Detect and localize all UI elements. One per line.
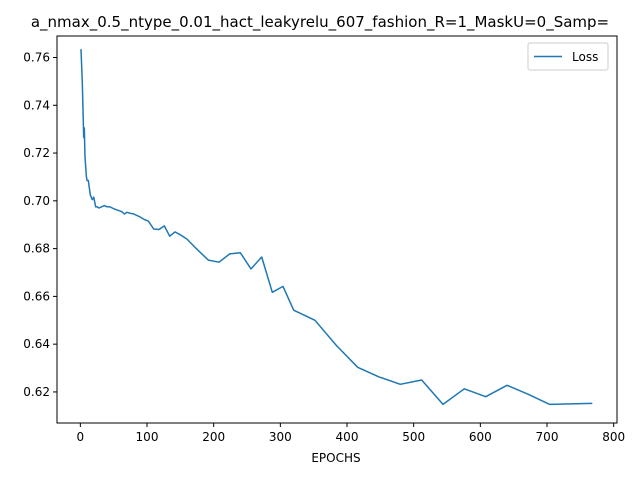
plot-frame xyxy=(56,35,618,424)
series-line-loss xyxy=(80,49,593,406)
x-tick-label: 800 xyxy=(602,430,625,444)
y-tick-label: 0.72 xyxy=(23,146,50,160)
y-tick-label: 0.66 xyxy=(23,289,50,303)
x-tick-label: 400 xyxy=(336,430,359,444)
x-tick-label: 500 xyxy=(402,430,425,444)
y-tick-label: 0.76 xyxy=(23,51,50,65)
legend-frame xyxy=(527,42,609,71)
y-tick-label: 0.70 xyxy=(23,194,50,208)
y-tick-label: 0.62 xyxy=(23,385,50,399)
plot-area xyxy=(56,35,618,424)
x-tick-label: 700 xyxy=(536,430,559,444)
legend-label-loss: Loss xyxy=(572,50,598,64)
y-tick-label: 0.68 xyxy=(23,242,50,256)
x-tick-label: 600 xyxy=(469,430,492,444)
y-axis: 0.62 0.64 0.66 0.68 0.70 0.72 0.74 0.76 xyxy=(23,51,57,399)
x-tick-label: 0 xyxy=(77,430,85,444)
x-tick-label: 200 xyxy=(202,430,225,444)
x-axis: 0 100 200 300 400 500 600 700 800 xyxy=(77,423,625,444)
x-axis-label: EPOCHS xyxy=(311,451,360,465)
y-tick-label: 0.74 xyxy=(23,98,50,112)
chart-title: a_nmax_0.5_ntype_0.01_hact_leakyrelu_607… xyxy=(31,13,609,32)
x-tick-label: 100 xyxy=(136,430,159,444)
legend: Loss xyxy=(527,42,609,71)
x-tick-label: 300 xyxy=(269,430,292,444)
y-tick-label: 0.64 xyxy=(23,337,50,351)
